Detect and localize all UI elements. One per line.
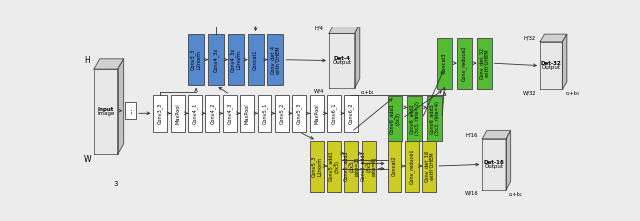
Text: Conv_det_4
with OHEM: Conv_det_4 with OHEM xyxy=(270,45,281,74)
Bar xyxy=(208,34,224,85)
Bar xyxy=(388,141,401,192)
Text: Conv6_1: Conv6_1 xyxy=(331,103,337,124)
Text: Det-4: Det-4 xyxy=(333,56,350,61)
Text: Conv_reduce1: Conv_reduce1 xyxy=(409,148,415,184)
Text: Input: Input xyxy=(98,107,114,112)
Text: H/16: H/16 xyxy=(465,132,477,137)
Bar xyxy=(422,141,436,192)
Polygon shape xyxy=(329,24,360,33)
Text: W/4: W/4 xyxy=(314,89,324,94)
Bar xyxy=(171,95,185,132)
Text: H/4: H/4 xyxy=(315,26,324,31)
Text: Conv3_3
L2norm: Conv3_3 L2norm xyxy=(191,49,202,70)
Text: Conv5_add3
(3x3,
rate=4): Conv5_add3 (3x3, rate=4) xyxy=(360,151,377,181)
Bar xyxy=(408,96,422,141)
Text: MaxPool: MaxPool xyxy=(244,103,250,124)
Text: W/16: W/16 xyxy=(465,191,478,196)
Text: H/32: H/32 xyxy=(524,36,536,41)
Text: Conv4_3x
L2norm: Conv4_3x L2norm xyxy=(230,48,241,72)
Polygon shape xyxy=(483,131,511,139)
Text: c₂+b₂: c₂+b₂ xyxy=(509,192,523,197)
Bar xyxy=(228,34,244,85)
Text: Concat1: Concat1 xyxy=(253,50,258,70)
Polygon shape xyxy=(506,131,511,190)
Bar xyxy=(437,38,452,89)
Bar xyxy=(388,96,403,141)
Polygon shape xyxy=(563,34,567,90)
Text: 3: 3 xyxy=(113,181,118,187)
Text: MaxPool: MaxPool xyxy=(175,103,180,124)
Text: W/32: W/32 xyxy=(524,90,537,95)
Text: c₁+b₁: c₁+b₁ xyxy=(360,90,374,95)
Polygon shape xyxy=(483,139,506,190)
Bar xyxy=(428,96,442,141)
Text: Conv3_3: Conv3_3 xyxy=(157,103,163,124)
Text: Conv4_2: Conv4_2 xyxy=(209,103,215,124)
Text: MaxPool: MaxPool xyxy=(314,103,319,124)
Bar xyxy=(344,141,358,192)
Text: Output: Output xyxy=(332,60,351,65)
Text: Conv_det_32
with OHEM: Conv_det_32 with OHEM xyxy=(479,47,490,79)
Bar xyxy=(125,102,136,119)
Bar xyxy=(248,34,264,85)
Bar xyxy=(362,141,376,192)
Bar xyxy=(310,95,324,132)
Bar xyxy=(310,141,324,192)
Bar xyxy=(240,95,254,132)
Text: Conv5_add1
(3x3): Conv5_add1 (3x3) xyxy=(328,151,339,181)
Polygon shape xyxy=(118,59,124,154)
Text: H: H xyxy=(84,56,90,65)
Text: ...: ... xyxy=(127,107,134,114)
Text: Conv_reduce2: Conv_reduce2 xyxy=(461,45,467,81)
Bar xyxy=(327,141,341,192)
Text: Concat3: Concat3 xyxy=(442,53,447,73)
Polygon shape xyxy=(540,42,563,90)
Bar xyxy=(188,95,202,132)
Bar xyxy=(223,95,237,132)
Text: Conv4_1: Conv4_1 xyxy=(192,103,198,124)
Bar xyxy=(457,38,472,89)
Polygon shape xyxy=(329,33,355,88)
Text: Conv5_1: Conv5_1 xyxy=(262,103,268,124)
Bar xyxy=(154,95,167,132)
Text: Conv_det_16
with OHEM: Conv_det_16 with OHEM xyxy=(424,150,435,182)
Text: W: W xyxy=(84,155,91,164)
Text: Output: Output xyxy=(484,164,504,169)
Text: Conv5_2: Conv5_2 xyxy=(279,103,285,124)
Text: Concat2: Concat2 xyxy=(392,156,397,176)
Text: Output: Output xyxy=(541,65,561,70)
Bar xyxy=(257,95,271,132)
Bar xyxy=(292,95,306,132)
Polygon shape xyxy=(540,34,567,42)
Bar xyxy=(477,38,492,89)
Text: c₃+b₃: c₃+b₃ xyxy=(565,91,579,96)
Text: Conv4_3: Conv4_3 xyxy=(227,103,232,124)
Bar xyxy=(275,95,289,132)
Text: Conv6_add3
(3x3, rate=4): Conv6_add3 (3x3, rate=4) xyxy=(429,101,440,135)
Bar xyxy=(327,95,341,132)
Text: Conv6_add1
(3x3): Conv6_add1 (3x3) xyxy=(389,103,401,134)
Bar xyxy=(405,141,419,192)
Text: image: image xyxy=(97,111,115,116)
Text: Conv4_3x: Conv4_3x xyxy=(213,48,219,72)
Text: Det-16: Det-16 xyxy=(484,160,504,165)
Bar xyxy=(344,95,358,132)
Bar xyxy=(188,34,204,85)
Bar xyxy=(268,34,284,85)
Polygon shape xyxy=(94,59,124,69)
Polygon shape xyxy=(94,69,118,154)
Text: Conv5_add2
(3x3,
rate=2): Conv5_add2 (3x3, rate=2) xyxy=(343,151,360,181)
Text: Conv6_add2
(3x3, rate=2): Conv6_add2 (3x3, rate=2) xyxy=(409,101,420,135)
Text: Conv6_2: Conv6_2 xyxy=(348,103,354,124)
Bar xyxy=(205,95,220,132)
Text: Conv5_3: Conv5_3 xyxy=(296,103,302,124)
Text: Conv5_3
L2norm: Conv5_3 L2norm xyxy=(311,155,322,177)
Text: Det-32: Det-32 xyxy=(541,61,561,66)
Polygon shape xyxy=(355,24,360,88)
